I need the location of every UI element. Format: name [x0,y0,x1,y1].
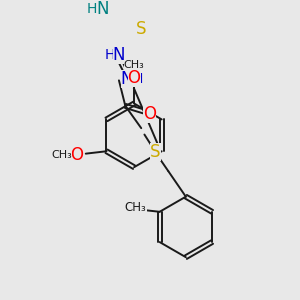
Text: CH₃: CH₃ [125,201,147,214]
Text: N: N [97,0,109,18]
Text: H: H [133,72,143,86]
Text: O: O [143,105,156,123]
Text: O: O [128,69,141,87]
Text: H: H [87,2,97,16]
Text: S: S [150,143,161,161]
Text: N: N [121,70,133,88]
Text: CH₃: CH₃ [52,150,72,160]
Text: N: N [113,46,125,64]
Text: O: O [70,146,83,164]
Text: H: H [104,48,115,62]
Text: CH₃: CH₃ [124,60,144,70]
Text: S: S [136,20,146,38]
